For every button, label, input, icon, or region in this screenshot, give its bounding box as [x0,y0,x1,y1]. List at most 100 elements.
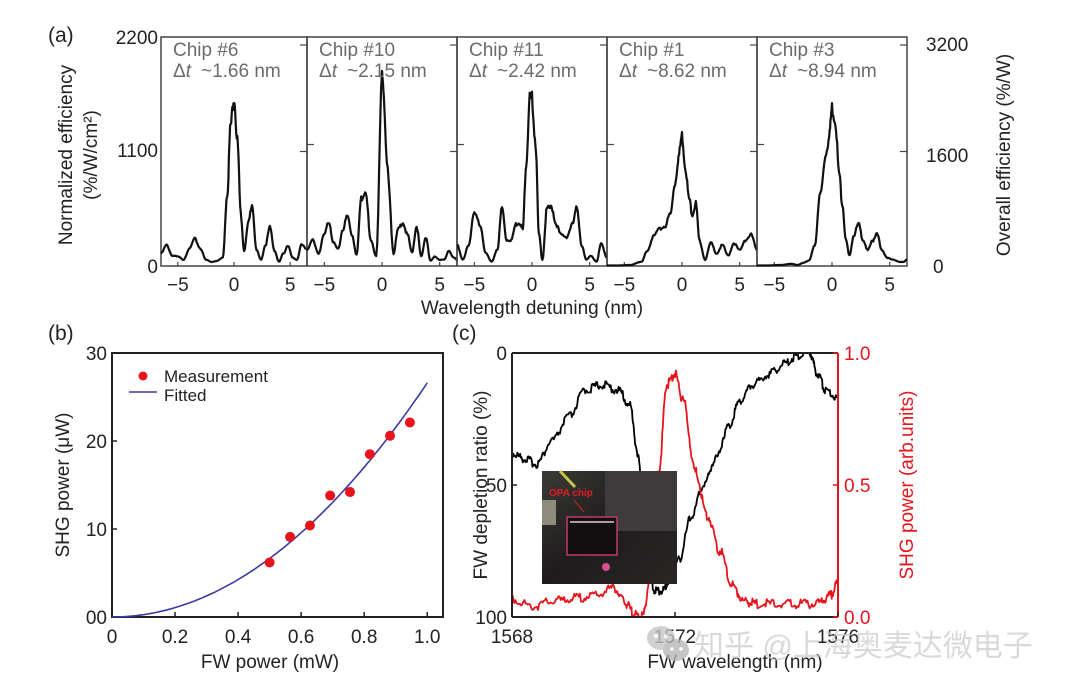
b-xtick-label: 1.0 [414,627,440,648]
c-shg-curve [511,369,839,618]
b-legend: Measurement Fitted [129,367,268,405]
panel-b: (b) 0 0.2 0.4 0.6 0.8 1.0 00 10 20 30 SHG power (… [48,322,444,673]
a-ytick-left-2200: 2200 [116,28,158,49]
a-delta-label: Δt ~1.66 nm [173,61,281,82]
c-xlabel: FW wavelength (nm) [647,652,822,673]
a-delta-label: Δt ~2.42 nm [469,61,577,82]
c-ytick-left-label: 0 [496,344,507,365]
b-ylabel: SHG power (μW) [53,412,74,557]
c-ytick-right-label: 1.0 [844,344,870,365]
a-ytick-right-3200: 3200 [926,35,968,56]
a-xtick-label: 0 [827,275,838,296]
a-xtick-label: 0 [677,275,688,296]
a-xtick-label: 5 [285,275,296,296]
panel-c: (c) OPA chip 1568 1572 157 [452,322,918,673]
a-chip-label: Chip #11 [469,40,544,61]
a-chip-label: Chip #1 [619,40,685,61]
a-efficiency-curve [456,90,608,263]
a-efficiency-curve [607,130,758,267]
panel-c-letter: (c) [452,322,477,345]
a-ylabel-left-units: (%/W/cm²) [81,110,102,200]
a-xtick-label: 0 [229,275,240,296]
b-ytick-label: 10 [86,520,107,541]
a-subpanel-4: −5 0 5 Chip #1Δt ~8.62 nm [606,36,758,296]
a-efficiency-curve [306,69,458,262]
a-chip-label: Chip #3 [769,40,835,61]
b-xtick-label: 0.2 [162,627,188,648]
b-measurement-point [304,520,315,531]
a-delta-t: t [782,61,788,82]
c-ylabel-right: SHG power (arb.units) [897,390,918,579]
b-measurement-point [364,449,375,460]
c-ylabel-left: FW depletion ratio (%) [471,390,492,579]
inset-label: OPA chip [549,488,593,499]
a-subpanel-1: −5 0 5 Chip #6Δt ~1.66 nm [160,36,308,296]
inset-pointer [573,499,585,513]
legend-fitted-label: Fitted [164,386,207,405]
a-delta-value: ~2.42 nm [497,61,577,82]
a-delta-label: Δt ~8.94 nm [769,61,877,82]
inset-fiber [558,469,577,489]
a-delta-value: ~2.15 nm [347,61,427,82]
a-delta-t: t [482,61,488,82]
a-delta-label: Δt ~8.62 nm [619,61,727,82]
b-plot-frame [111,352,444,618]
b-xtick-label: 0.8 [351,627,377,648]
c-ytick-left-label: 50 [486,476,507,497]
a-chip-label: Chip #6 [173,40,239,61]
b-measurement-point [285,531,296,542]
a-xtick-label: 5 [584,275,595,296]
a-delta-t: t [186,61,192,82]
a-delta-symbol: Δ [619,61,632,82]
a-efficiency-curve [757,102,908,267]
c-ytick-left-label: 100 [475,608,507,629]
watermark-text: 知乎 @上海奥麦达微电子 [694,630,1033,663]
a-ytick-right-0: 0 [933,257,944,278]
a-chip-label: Chip #10 [319,40,395,61]
c-xtick-label: 1576 [817,627,859,648]
a-subpanel-5: −5 0 5 Chip #3Δt ~8.94 nm [756,36,908,296]
b-fitted-line [112,382,428,618]
b-xtick-label: 0.6 [288,627,314,648]
a-ytick-right-1600: 1600 [926,146,968,167]
a-delta-t: t [332,61,338,82]
a-xtick-label: 0 [377,275,388,296]
a-delta-value: ~8.94 nm [797,61,877,82]
a-xtick-label: 0 [527,275,538,296]
panel-b-letter: (b) [48,322,74,345]
c-xtick-label: 1568 [491,627,533,648]
panel-a: (a) 2200 1100 0 3200 1600 0 Normalized e… [48,24,1015,319]
inset-photo: OPA chip [542,469,677,584]
c-ytick-right-label: 0.5 [844,476,870,497]
a-xtick-label: 5 [734,275,745,296]
a-delta-label: Δt ~2.15 nm [319,61,427,82]
inset-lens [542,500,556,525]
a-ytick-left-1100: 1100 [117,141,158,162]
watermark: 知乎 @上海奥麦达微电子 [647,626,1033,663]
b-ytick-label: 20 [86,432,107,453]
a-delta-value: ~8.62 nm [647,61,727,82]
a-xtick-label: −5 [613,275,635,296]
b-xtick-label: 0 [107,627,118,648]
b-measurement-point [264,557,275,568]
a-delta-symbol: Δ [769,61,782,82]
a-efficiency-curve [160,101,308,264]
wechat-icon [647,626,689,661]
a-delta-symbol: Δ [173,61,186,82]
a-delta-value: ~1.66 nm [201,61,281,82]
b-measurement-point [404,417,415,428]
a-xtick-label: 5 [434,275,445,296]
inset-laser-spot [602,563,610,571]
b-xtick-label: 0.4 [225,627,252,648]
b-measurement-point [385,430,396,441]
b-ytick-label: 30 [86,344,107,365]
b-xlabel: FW power (mW) [201,652,339,673]
a-xtick-label: −5 [463,275,485,296]
a-xtick-label: −5 [313,275,335,296]
legend-measurement-marker [138,371,148,381]
inset-chip-outline [566,516,618,556]
c-ytick-right-label: 0.0 [844,608,870,629]
